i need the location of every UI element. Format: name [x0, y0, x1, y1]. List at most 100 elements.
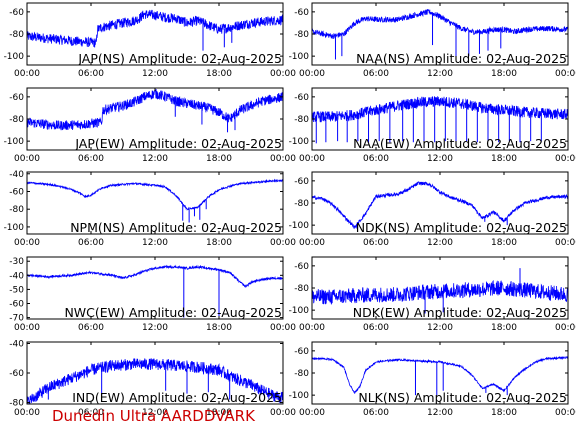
chart-panel: 00:00 06:00 12:00 18:00 00:00 -100 -80 -60 NDK(N…: [289, 171, 576, 248]
x-tick-label: 18:00: [491, 154, 517, 164]
x-tick-label: 12:00: [142, 238, 168, 248]
x-tick-label: 12:00: [142, 323, 168, 333]
chart-panel: 00:00 06:00 12:00 18:00 00:00 -100 -80 -60 JAP(E…: [4, 87, 296, 164]
x-tick-label: 06:00: [78, 238, 104, 248]
chart-panel: 00:00 06:00 12:00 18:00 00:00 -100 -80 -60 JAP(N…: [4, 2, 296, 79]
chart-panel: 00:00 06:00 12:00 18:00 00:00 -100 -80 -60 NDK(E…: [289, 256, 576, 333]
chart-title: NDK(EW) Amplitude: 02-Aug-2025: [353, 305, 567, 320]
y-tick-label: -60: [294, 347, 309, 357]
x-tick-label: 00:00: [299, 238, 325, 248]
y-tick-label: -40: [9, 339, 24, 349]
chart-panel: 00:00 06:00 12:00 18:00 00:00 -100 -80 -60 -40 NP…: [4, 170, 297, 248]
x-tick-label: 00:00: [14, 69, 40, 79]
chart-title: IND(EW) Amplitude: 02-Aug-2025: [72, 390, 282, 405]
x-tick-label: 00:00: [270, 323, 296, 333]
y-tick-label: -80: [294, 199, 309, 209]
y-tick-label: -60: [9, 187, 24, 197]
series-line: [312, 8, 568, 39]
x-tick-label: 12:00: [427, 238, 453, 248]
chart-title: JAP(EW) Amplitude: 02-Aug-2025: [74, 136, 282, 151]
x-tick-label: 06:00: [78, 323, 104, 333]
x-tick-label: 06:00: [78, 154, 104, 164]
x-tick-label: 18:00: [206, 238, 232, 248]
y-tick-label: -80: [294, 284, 309, 294]
x-tick-label: 00:00: [299, 408, 325, 418]
x-tick-label: 06:00: [363, 408, 389, 418]
chart-title: NAA(NS) Amplitude: 02-Aug-2025: [356, 51, 567, 66]
y-tick-label: -80: [9, 205, 24, 215]
x-tick-label: 00:00: [270, 408, 296, 418]
x-tick-label: 12:00: [142, 69, 168, 79]
series-line: [27, 178, 283, 211]
y-tick-label: -100: [4, 52, 25, 62]
x-tick-label: 00:00: [299, 154, 325, 164]
y-tick-label: -50: [9, 285, 24, 295]
y-tick-label: -80: [294, 30, 309, 40]
y-tick-label: -80: [9, 399, 24, 409]
y-tick-label: -60: [294, 262, 309, 272]
x-tick-label: 12:00: [427, 69, 453, 79]
y-tick-label: -100: [4, 223, 25, 233]
series-line: [312, 355, 568, 394]
y-tick-label: -100: [289, 306, 310, 316]
x-tick-label: 00:00: [555, 408, 576, 418]
series-line: [27, 88, 283, 131]
y-tick-label: -100: [289, 137, 310, 147]
x-tick-label: 18:00: [491, 69, 517, 79]
x-tick-label: 06:00: [363, 154, 389, 164]
x-tick-label: 00:00: [14, 238, 40, 248]
y-tick-label: -60: [9, 8, 24, 18]
chart-title: NDK(NS) Amplitude: 02-Aug-2025: [356, 220, 567, 235]
x-tick-label: 00:00: [14, 323, 40, 333]
x-tick-label: 00:00: [14, 408, 40, 418]
y-tick-label: -60: [9, 93, 24, 103]
panels-layer: 00:00 06:00 12:00 18:00 00:00 -100 -80 -60 JAP(N…: [4, 2, 576, 418]
y-tick-label: -40: [9, 271, 24, 281]
x-tick-label: 06:00: [363, 323, 389, 333]
x-tick-label: 12:00: [142, 154, 168, 164]
chart-title: NAA(EW) Amplitude: 02-Aug-2025: [353, 136, 567, 151]
series-line: [312, 181, 568, 230]
x-tick-label: 18:00: [206, 323, 232, 333]
x-tick-label: 18:00: [491, 408, 517, 418]
y-tick-label: -60: [294, 177, 309, 187]
series-line: [27, 264, 283, 288]
x-tick-label: 18:00: [206, 408, 232, 418]
x-tick-label: 12:00: [427, 154, 453, 164]
chart-panel: 00:00 06:00 12:00 18:00 00:00 -100 -80 -60 NAA(N…: [289, 2, 576, 79]
y-tick-label: -60: [9, 369, 24, 379]
y-tick-label: -40: [9, 170, 24, 180]
x-tick-label: 00:00: [299, 323, 325, 333]
y-tick-label: -80: [9, 30, 24, 40]
chart-title: NLK(NS) Amplitude: 02-Aug-2025: [358, 390, 567, 405]
y-tick-label: -80: [294, 369, 309, 379]
y-tick-label: -80: [294, 115, 309, 125]
chart-panel: 00:00 06:00 12:00 18:00 00:00 -100 -80 -60 NLK(N…: [289, 341, 576, 418]
series-line: [27, 9, 283, 48]
x-tick-label: 18:00: [206, 69, 232, 79]
y-tick-label: -80: [9, 115, 24, 125]
x-tick-label: 18:00: [206, 154, 232, 164]
chart-title: NWC(EW) Amplitude: 02-Aug-2025: [64, 305, 282, 320]
series-line: [312, 280, 568, 305]
x-tick-label: 06:00: [78, 69, 104, 79]
x-tick-label: 06:00: [363, 69, 389, 79]
chart-title: NPM(NS) Amplitude: 02-Aug-2025: [70, 220, 282, 235]
y-tick-label: -70: [9, 314, 24, 324]
x-tick-label: 00:00: [270, 154, 296, 164]
x-tick-label: 18:00: [491, 238, 517, 248]
x-tick-label: 00:00: [555, 154, 576, 164]
y-tick-label: -60: [9, 300, 24, 310]
chart-panel: 00:00 06:00 12:00 18:00 00:00-80-60-40IND(EW…: [9, 339, 296, 418]
y-tick-label: -100: [289, 391, 310, 401]
chart-panel: 00:00 06:00 12:00 18:00 00:00-70-60-50-40-30…: [9, 256, 296, 333]
x-tick-label: 00:00: [270, 238, 296, 248]
x-tick-label: 12:00: [427, 408, 453, 418]
x-tick-label: 00:00: [555, 69, 576, 79]
x-tick-label: 06:00: [363, 238, 389, 248]
x-tick-label: 12:00: [142, 408, 168, 418]
y-tick-label: -60: [294, 93, 309, 103]
y-tick-label: -30: [9, 257, 24, 267]
x-tick-label: 00:00: [555, 238, 576, 248]
